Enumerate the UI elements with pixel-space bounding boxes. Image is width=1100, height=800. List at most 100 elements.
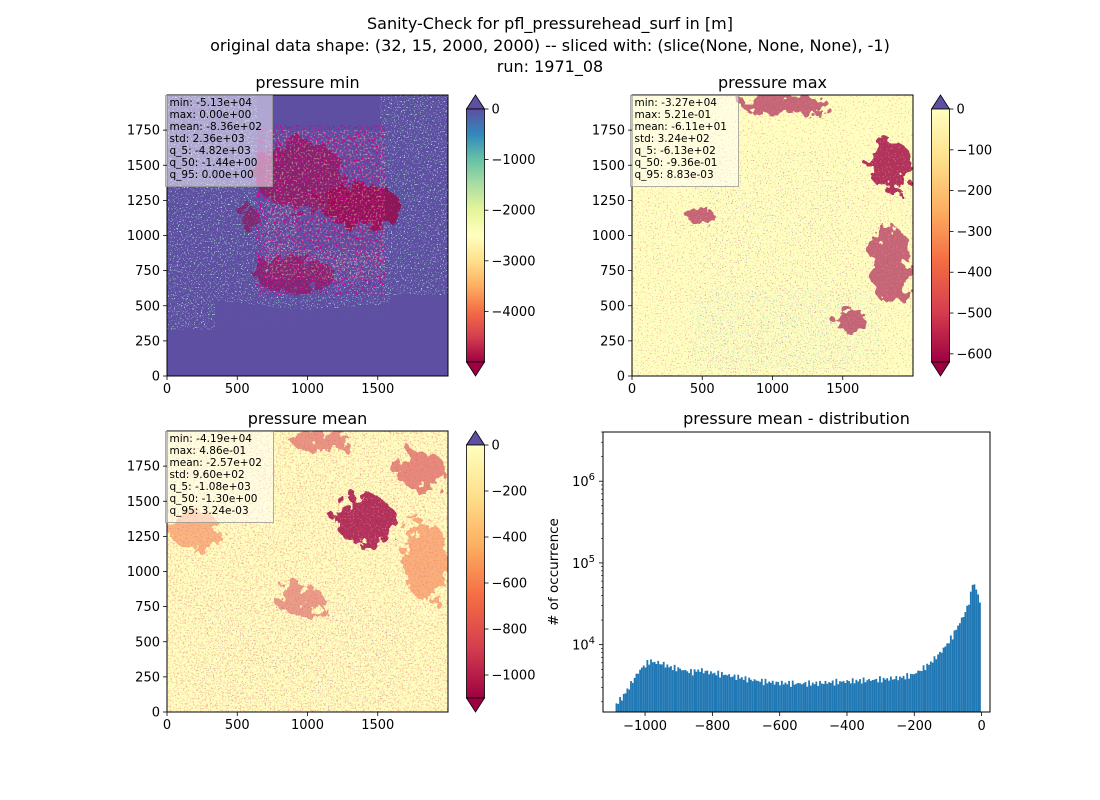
- colorbar-tick-label: −400: [957, 266, 993, 281]
- y-tick-label: 750: [135, 264, 160, 279]
- histogram-bar: [877, 682, 880, 712]
- histogram-bar: [740, 677, 743, 712]
- histogram-bar: [869, 680, 872, 712]
- stat-line: q_95: 8.83e-03: [635, 169, 714, 181]
- histogram-bar: [824, 680, 827, 712]
- histogram-bar: [731, 676, 734, 712]
- x-tick-label: −400: [829, 719, 865, 734]
- histogram-bar: [755, 680, 758, 712]
- histogram-bar: [802, 683, 805, 712]
- histogram-bar: [735, 679, 738, 712]
- y-tick-label: 1250: [127, 530, 160, 545]
- x-tick-label: −800: [695, 719, 731, 734]
- y-tick-label: 0: [617, 370, 625, 385]
- map-title: pressure max: [718, 73, 827, 92]
- histogram-bar: [788, 680, 791, 712]
- histogram-bar: [917, 670, 920, 712]
- colorbar: 0 −200 −400 −600 −800 −1000: [465, 430, 535, 713]
- histogram-bar: [868, 679, 870, 712]
- histogram-bar: [759, 681, 761, 712]
- stat-line: mean: -8.36e+02: [170, 121, 262, 133]
- histogram-bar: [855, 679, 858, 712]
- histogram-bar: [978, 602, 981, 712]
- histogram-bar: [811, 682, 814, 712]
- histogram-bar: [940, 652, 943, 712]
- histogram-bar: [784, 682, 787, 712]
- stat-line: mean: -2.57e+02: [170, 457, 262, 469]
- histogram-bar: [837, 684, 840, 712]
- histogram-bar: [922, 665, 925, 712]
- y-tick-label: 1750: [127, 124, 160, 139]
- stat-line: q_50: -9.36e-01: [635, 157, 718, 169]
- y-tick-label: 1000: [127, 229, 160, 244]
- histogram-bar: [633, 677, 636, 712]
- histogram-bar: [771, 680, 774, 712]
- histogram-bar: [666, 664, 669, 712]
- stat-line: q_95: 3.24e-03: [170, 505, 249, 517]
- histogram-bar: [859, 679, 861, 712]
- stats-box: min: -5.13e+04 max: 0.00e+00 mean: -8.36…: [165, 95, 273, 187]
- map-pressure-min: pressure min min: -5.13e+04 m: [127, 73, 536, 397]
- histogram-bar: [944, 646, 947, 712]
- histogram-bar: [948, 643, 950, 712]
- colorbar-extend-top: [465, 94, 486, 110]
- histogram-bar: [884, 679, 887, 712]
- histogram-bar: [680, 670, 683, 712]
- histogram-bar: [891, 679, 894, 712]
- histogram-bar: [815, 681, 818, 712]
- stat-line: max: 4.86e-01: [170, 445, 247, 457]
- histogram-title: pressure mean - distribution: [683, 409, 910, 428]
- histogram-bar: [908, 678, 910, 712]
- histogram-bar: [710, 671, 712, 712]
- histogram-bar: [819, 680, 821, 712]
- histogram-bar: [677, 667, 680, 712]
- histogram-bar: [806, 686, 809, 712]
- colorbar-tick-label: −100: [957, 143, 993, 158]
- histogram-bar: [762, 685, 765, 712]
- histogram-bar: [768, 681, 771, 712]
- histogram-bar: [880, 682, 883, 712]
- histogram-bar: [975, 589, 978, 712]
- histogram-bar: [828, 682, 830, 712]
- x-tick-label: 1000: [291, 382, 324, 397]
- histogram-bar: [757, 680, 760, 712]
- histogram-bar: [628, 689, 631, 712]
- histogram-bar: [969, 591, 972, 712]
- colorbar-gradient: [931, 108, 950, 363]
- histogram-bar: [929, 661, 932, 712]
- colorbar: 0 −1000 −2000 −3000 −4000: [465, 94, 536, 377]
- histogram-bar: [857, 681, 860, 712]
- y-tick-label: 0: [152, 706, 160, 721]
- histogram-bar: [640, 667, 643, 712]
- histogram-bar: [699, 671, 701, 712]
- histogram-bar: [840, 681, 843, 712]
- histogram-bar: [924, 670, 927, 712]
- histogram-bar: [750, 679, 752, 712]
- histogram-bar: [904, 679, 907, 712]
- colorbar-tick-label: −3000: [492, 254, 536, 269]
- histogram-bar: [700, 668, 703, 712]
- histogram-bar: [955, 629, 958, 712]
- histogram-bar: [793, 684, 796, 712]
- histogram-bar: [631, 682, 634, 712]
- histogram-bar: [751, 681, 754, 712]
- histogram-bar: [851, 678, 854, 712]
- histogram-bar: [719, 677, 721, 712]
- histogram-bar: [630, 681, 632, 712]
- histogram-bar: [966, 605, 969, 712]
- histogram-bar: [893, 679, 896, 712]
- y-tick-label: 105: [572, 554, 595, 572]
- histogram-bar: [675, 671, 678, 712]
- histogram-bar: [662, 661, 665, 712]
- histogram-bar: [637, 673, 640, 712]
- histogram-bar: [660, 664, 663, 712]
- histogram-bar: [962, 616, 965, 712]
- colorbar-extend-bottom: [465, 697, 486, 713]
- stats-box: min: -3.27e+04 max: 5.21e-01 mean: -6.11…: [630, 95, 739, 187]
- map-pressure-mean: pressure mean min: -4.19e+04 max: 4.86e-…: [127, 409, 536, 733]
- histogram-bar: [711, 673, 714, 712]
- colorbar-tick-label: −1000: [492, 153, 536, 168]
- histogram-bar: [648, 664, 651, 712]
- histogram-bar: [949, 635, 952, 712]
- x-tick-label: 1500: [361, 382, 394, 397]
